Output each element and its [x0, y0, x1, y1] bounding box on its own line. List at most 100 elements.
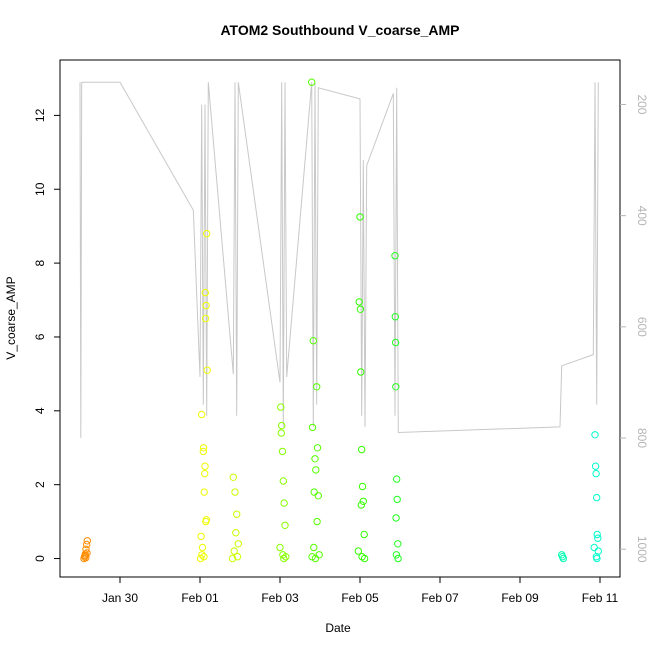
- y-tick-label: 10: [33, 182, 47, 196]
- data-point: [201, 314, 210, 323]
- data-point: [360, 530, 368, 539]
- data-point: [591, 431, 599, 439]
- y2-tick-label: 800: [635, 428, 649, 448]
- data-point: [360, 554, 369, 563]
- secondary-line: [79, 81, 599, 439]
- data-point: [308, 553, 316, 561]
- data-point: [278, 421, 286, 430]
- data-point: [310, 488, 318, 496]
- y2-tick-label: 400: [635, 206, 649, 226]
- data-point: [232, 529, 240, 537]
- y-tick-label: 4: [33, 407, 47, 414]
- y-tick-label: 8: [33, 259, 47, 266]
- data-point: [308, 423, 317, 432]
- data-point: [83, 540, 91, 549]
- data-point: [392, 514, 400, 522]
- data-point: [199, 447, 208, 456]
- data-point: [229, 473, 238, 481]
- y-axis-label: V_coarse_AMP: [4, 276, 18, 359]
- plot-area: Jan 30 Feb 01 Feb 03 Feb 05 Feb 07 Feb 09 Feb …: [33, 59, 649, 605]
- data-point: [392, 551, 401, 559]
- y-tick-label: 2: [33, 481, 47, 488]
- x-tick-label: Feb 01: [181, 591, 219, 605]
- data-point: [354, 547, 362, 555]
- data-point: [355, 298, 363, 306]
- data-point: [310, 543, 318, 552]
- data-point: [278, 447, 287, 456]
- data-point: [359, 497, 367, 505]
- data-point: [313, 383, 321, 391]
- data-point: [356, 213, 364, 221]
- data-point: [230, 547, 238, 555]
- data-point: [277, 403, 285, 411]
- data-point: [83, 549, 91, 557]
- data-point: [200, 488, 208, 496]
- data-point: [393, 475, 401, 483]
- data-point: [358, 445, 366, 454]
- data-point: [198, 410, 206, 419]
- data-point: [590, 543, 598, 552]
- data-point: [202, 301, 210, 310]
- data-point: [394, 540, 402, 548]
- x-tick-label: Feb 05: [341, 591, 379, 605]
- data-point: [201, 462, 209, 470]
- y2-tick-label: 600: [635, 317, 649, 337]
- y-tick-label: 0: [33, 555, 47, 562]
- data-point: [199, 444, 208, 452]
- data-point: [357, 501, 365, 509]
- data-point: [282, 553, 290, 561]
- data-point: [594, 534, 602, 542]
- data-point: [203, 229, 211, 238]
- data-point: [593, 530, 601, 539]
- y-tick-label: 6: [33, 333, 47, 340]
- data-point: [591, 462, 600, 470]
- data-point: [233, 553, 242, 561]
- y2-tick-label: 200: [635, 94, 649, 114]
- data-point: [394, 554, 402, 563]
- x-tick-label: Feb 11: [582, 591, 619, 605]
- data-point: [201, 288, 210, 297]
- data-point: [357, 368, 365, 376]
- data-point: [592, 469, 600, 478]
- data-point: [231, 488, 239, 496]
- data-point: [233, 510, 241, 518]
- data-point: [312, 466, 320, 474]
- data-point: [279, 477, 287, 485]
- chart-title: ATOM2 Southbound V_coarse_AMP: [220, 22, 459, 38]
- data-point: [311, 455, 319, 463]
- y2-tick-label: 1000: [635, 536, 649, 563]
- plot-frame: [59, 59, 621, 578]
- data-point: [308, 78, 316, 86]
- data-point: [82, 554, 90, 562]
- data-point: [593, 493, 601, 502]
- data-point: [315, 551, 323, 559]
- data-point: [197, 532, 205, 541]
- data-point: [201, 469, 209, 478]
- data-point: [280, 499, 288, 507]
- x-tick-label: Feb 07: [421, 591, 459, 605]
- data-point: [313, 444, 322, 452]
- data-point: [277, 429, 285, 437]
- y-tick-label: 12: [33, 108, 47, 122]
- data-point: [313, 517, 321, 526]
- data-point: [202, 516, 211, 524]
- data-point: [393, 495, 401, 504]
- data-point: [309, 337, 317, 345]
- data-point: [203, 366, 211, 374]
- data-point: [358, 482, 367, 491]
- x-tick-label: Feb 03: [261, 591, 299, 605]
- data-point: [391, 252, 399, 260]
- data-point: [559, 554, 567, 563]
- data-point: [280, 554, 288, 563]
- data-point: [234, 540, 243, 548]
- data-point: [198, 551, 206, 559]
- data-point: [391, 313, 399, 321]
- x-tick-label: Feb 09: [501, 591, 539, 605]
- data-point: [593, 554, 601, 563]
- data-point: [228, 554, 237, 563]
- data-point: [200, 553, 208, 561]
- data-point: [356, 305, 365, 313]
- data-point: [276, 543, 284, 552]
